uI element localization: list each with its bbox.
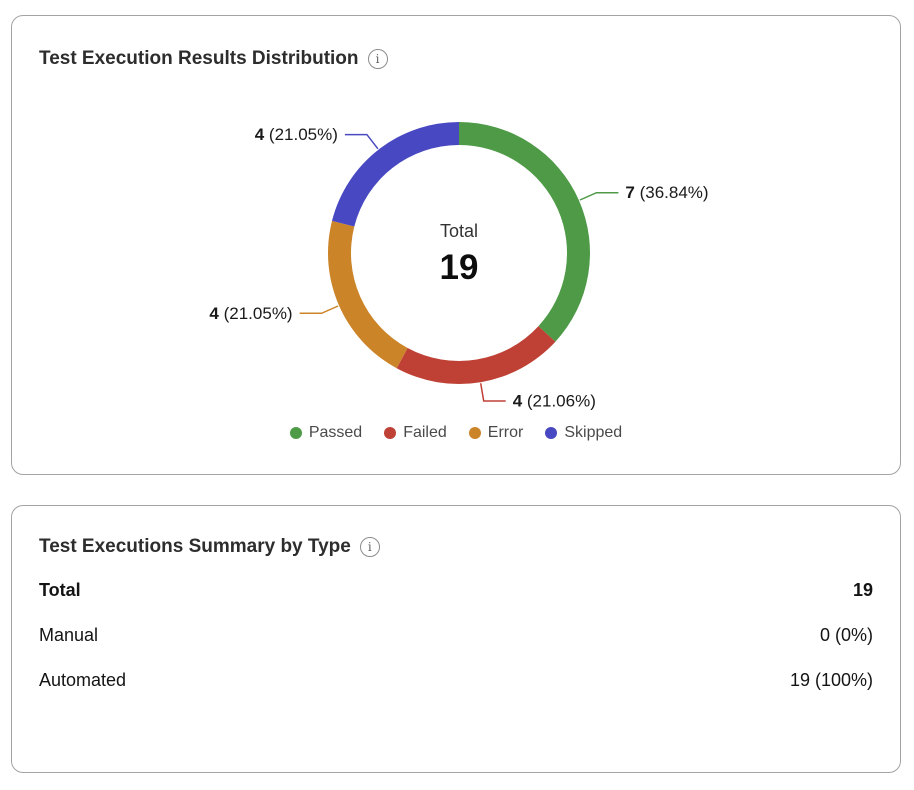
legend-label: Passed: [308, 424, 363, 441]
slice-label-passed: 7 (36.84%): [625, 183, 708, 202]
test-executions-summary-card: Test Executions Summary by Type Total 19…: [11, 505, 901, 773]
legend-dot-skipped: [545, 427, 558, 439]
legend-dot-failed: [384, 427, 397, 439]
callout-line-passed: [579, 191, 619, 201]
donut-slice-skipped[interactable]: [332, 122, 459, 227]
donut-slice-error[interactable]: [328, 220, 408, 369]
distribution-title-text: Test Execution Results Distribution: [39, 48, 359, 69]
callout-line-failed: [479, 383, 506, 402]
summary-title-text: Test Executions Summary by Type: [39, 536, 351, 557]
row-label: Automated: [39, 670, 127, 690]
donut-center-value: 19: [440, 248, 479, 287]
legend-item-failed[interactable]: Failed: [384, 424, 447, 442]
callout-line-error: [299, 305, 339, 315]
chart-legend: Passed Failed Error Skipped: [12, 424, 900, 442]
callout-line-skipped: [344, 133, 379, 150]
test-execution-results-card: Test Execution Results Distribution 7 (3…: [11, 15, 901, 475]
legend-label: Error: [487, 424, 524, 441]
donut-chart: 7 (36.84%) 4 (21.06%) 4 (21.05%) 4 (21.05%)…: [209, 122, 709, 411]
summary-table: Total 19 Manual 0 (0%) Automated 19 (100…: [39, 568, 873, 703]
card-title-summary: Test Executions Summary by Type: [39, 534, 873, 560]
donut-slice-failed[interactable]: [396, 326, 556, 384]
slice-label-failed: 4 (21.06%): [513, 392, 596, 411]
info-icon[interactable]: [359, 537, 380, 557]
slice-label-error: 4 (21.05%): [209, 304, 292, 323]
legend-dot-passed: [289, 427, 302, 439]
donut-center-label: Total: [440, 221, 478, 241]
table-row-automated: Automated 19 (100%): [39, 658, 873, 703]
legend-label: Skipped: [564, 424, 623, 441]
row-value: 19: [852, 580, 873, 600]
legend-dot-error: [468, 427, 481, 439]
legend-item-passed[interactable]: Passed: [289, 424, 363, 442]
info-icon[interactable]: [367, 49, 388, 69]
slice-label-skipped: 4 (21.05%): [255, 125, 338, 144]
row-label: Total: [39, 580, 81, 600]
legend-label: Failed: [403, 424, 447, 441]
card-title-distribution: Test Execution Results Distribution: [12, 16, 900, 72]
table-row-manual: Manual 0 (0%): [39, 613, 873, 658]
table-row-total: Total 19: [39, 568, 873, 613]
row-value: 0 (0%): [819, 625, 873, 645]
row-label: Manual: [39, 625, 99, 645]
row-value: 19 (100%): [789, 670, 873, 690]
legend-item-error[interactable]: Error: [468, 424, 524, 442]
donut-slice-passed[interactable]: [459, 122, 590, 342]
legend-item-skipped[interactable]: Skipped: [545, 424, 622, 442]
